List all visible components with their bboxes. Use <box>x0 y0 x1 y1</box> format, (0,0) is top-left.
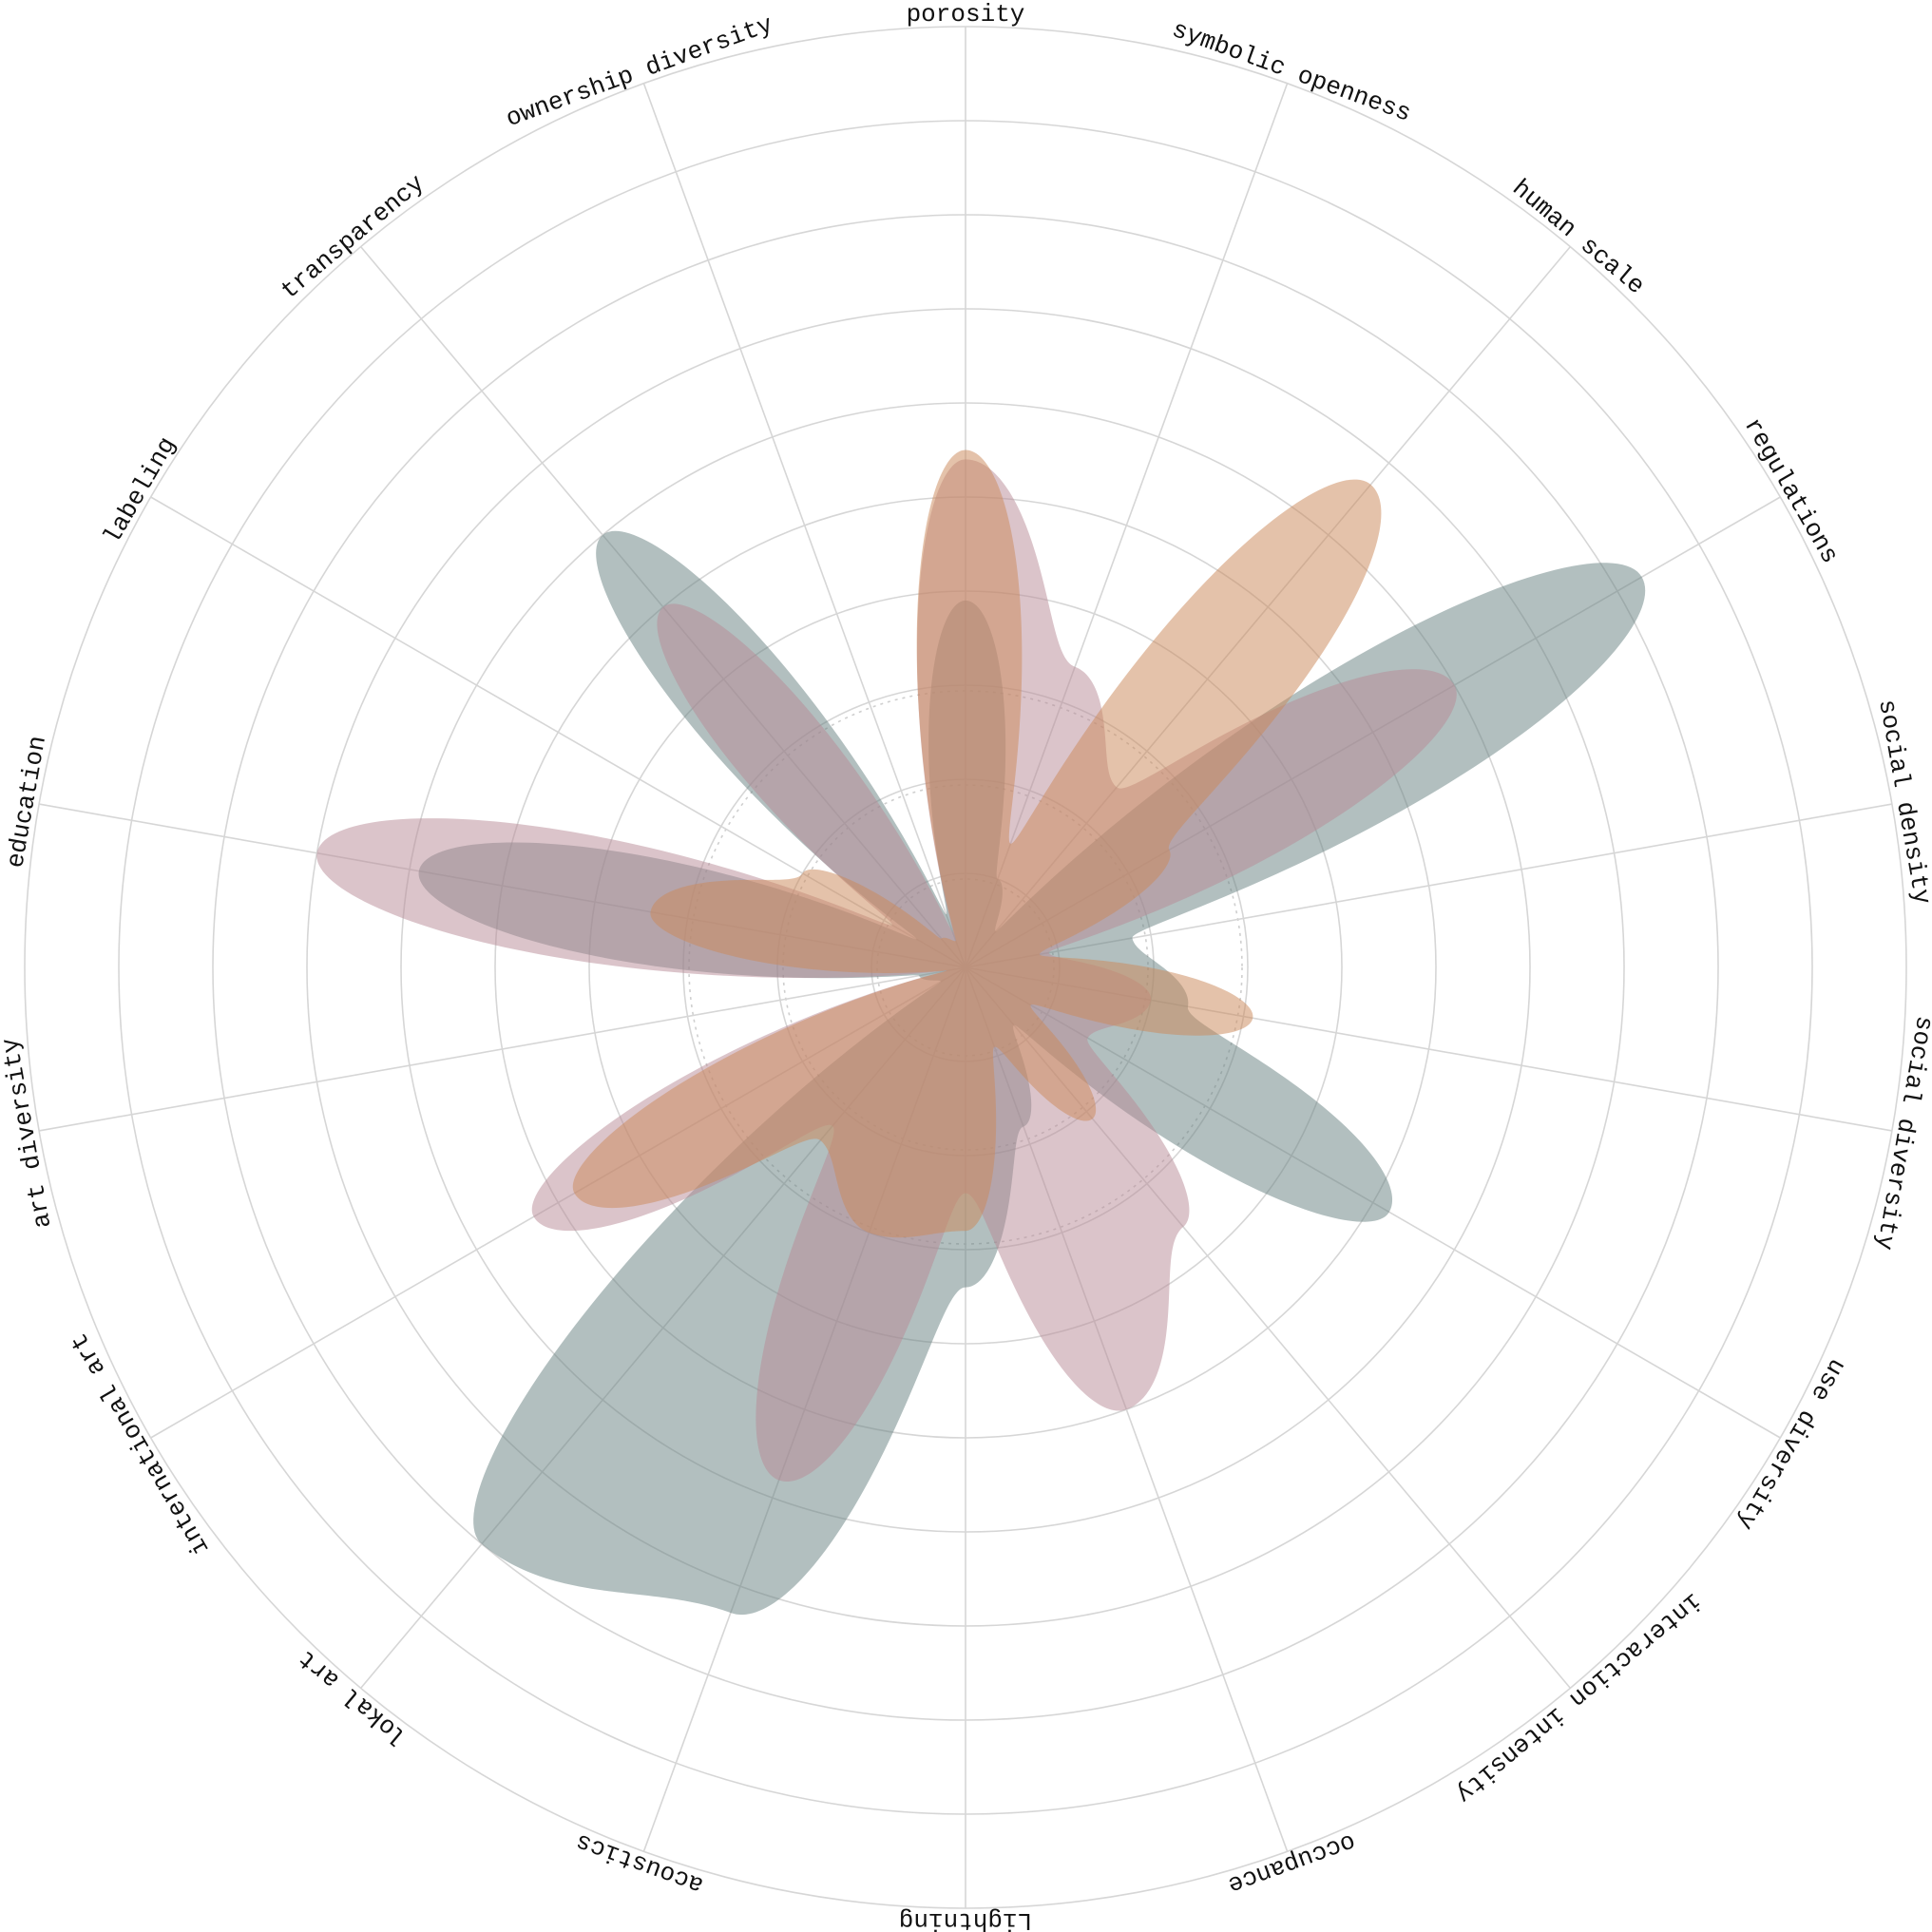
axis-label: regulations <box>1738 413 1845 569</box>
axis-label: art diversity <box>0 1036 58 1231</box>
chart-series <box>316 450 1646 1616</box>
axis-label: social diversity <box>1869 1014 1932 1253</box>
spoke-line <box>38 966 966 1132</box>
axis-label: Lightning <box>899 1906 1032 1932</box>
axis-label: education <box>1 734 52 870</box>
axis-label: ownership diversity <box>502 10 776 134</box>
axis-label: international art <box>65 1328 216 1560</box>
axis-label: interaction intensity <box>1450 1587 1707 1809</box>
axis-label: lokal art <box>293 1644 413 1751</box>
axis-label: use diversity <box>1731 1353 1851 1535</box>
axis-label: occupance <box>1224 1827 1359 1900</box>
axis-label: human scale <box>1506 174 1650 300</box>
axis-label: transparency <box>276 169 430 305</box>
spoke-line <box>642 83 966 968</box>
axis-label: labeling <box>98 432 182 549</box>
axis-label: symbolic openness <box>1168 15 1415 128</box>
axis-label: acoustics <box>572 1827 707 1900</box>
axis-label: porosity <box>907 0 1025 29</box>
series-area-3 <box>572 450 1382 1238</box>
